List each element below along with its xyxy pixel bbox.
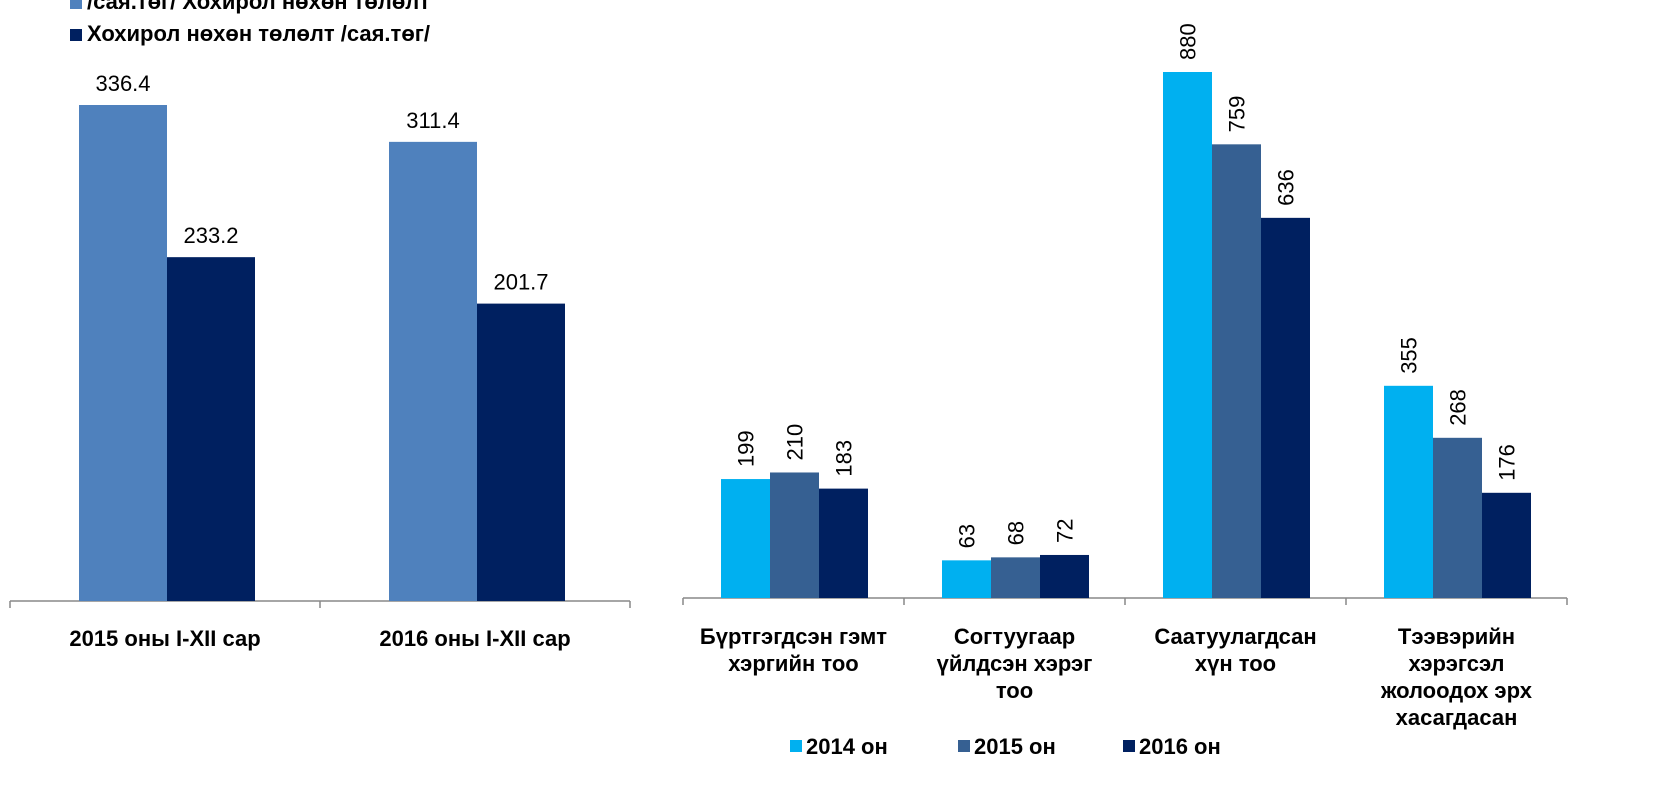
bar	[1261, 217, 1310, 598]
legend-label: 2014 он	[806, 734, 888, 759]
x-tick-label: 2016 оны I-XII сар	[379, 626, 570, 651]
data-label: 63	[955, 524, 980, 548]
data-label: 268	[1446, 389, 1471, 426]
data-label: 68	[1004, 521, 1029, 545]
bar	[477, 303, 565, 601]
bar	[942, 560, 991, 598]
bar	[1040, 554, 1089, 598]
data-label: 199	[734, 430, 759, 467]
data-label: 233.2	[183, 223, 238, 248]
x-tick-label: Согтуугаар	[954, 624, 1075, 649]
data-label: 336.4	[95, 71, 150, 96]
bar	[1212, 144, 1261, 598]
x-tick-label: хэргийн тоо	[728, 651, 859, 676]
bar	[79, 105, 167, 601]
legend-label: 2015 он	[974, 734, 1056, 759]
bar	[1433, 437, 1482, 598]
data-label: 759	[1225, 96, 1250, 133]
x-tick-label: тоо	[996, 678, 1033, 703]
x-tick-label: Тээвэрийн	[1398, 624, 1515, 649]
x-tick-label: үйлдсэн хэрэг	[937, 651, 1093, 676]
data-label: 183	[832, 440, 857, 477]
x-tick-label: хэрэгсэл	[1408, 651, 1504, 676]
legend-swatch	[958, 740, 970, 752]
x-tick-label: жолоодох эрх	[1380, 678, 1533, 703]
data-label: 355	[1397, 337, 1422, 374]
bar	[1163, 72, 1212, 598]
x-tick-label: хүн тоо	[1195, 651, 1276, 676]
bar	[770, 472, 819, 598]
bar	[819, 488, 868, 598]
bar	[1482, 492, 1531, 598]
legend-label: 2016 он	[1139, 734, 1221, 759]
x-tick-label: Бүртгэгдсэн гэмт	[700, 624, 887, 649]
legend-label: /сая.төг/ Хохирол нөхөн төлөлт	[87, 0, 430, 14]
x-tick-label: Саатуулагдсан	[1154, 624, 1316, 649]
legend-swatch	[790, 740, 802, 752]
data-label: 72	[1053, 518, 1078, 542]
legend-label: Хохирол нөхөн төлөлт /сая.төг/	[87, 21, 430, 46]
bar	[991, 557, 1040, 598]
data-label: 201.7	[493, 270, 548, 295]
data-label: 636	[1274, 169, 1299, 206]
x-tick-label: хасагдасан	[1396, 705, 1518, 730]
data-label: 880	[1176, 23, 1201, 60]
bar	[721, 479, 770, 598]
legend-swatch	[1123, 740, 1135, 752]
data-label: 176	[1495, 444, 1520, 481]
legend-swatch	[70, 29, 82, 41]
legend-swatch	[70, 0, 82, 9]
bar	[167, 257, 255, 601]
data-label: 210	[783, 424, 808, 461]
bar	[1384, 385, 1433, 598]
x-tick-label: 2015 оны I-XII сар	[69, 626, 260, 651]
bar	[389, 141, 477, 601]
data-label: 311.4	[406, 108, 459, 133]
